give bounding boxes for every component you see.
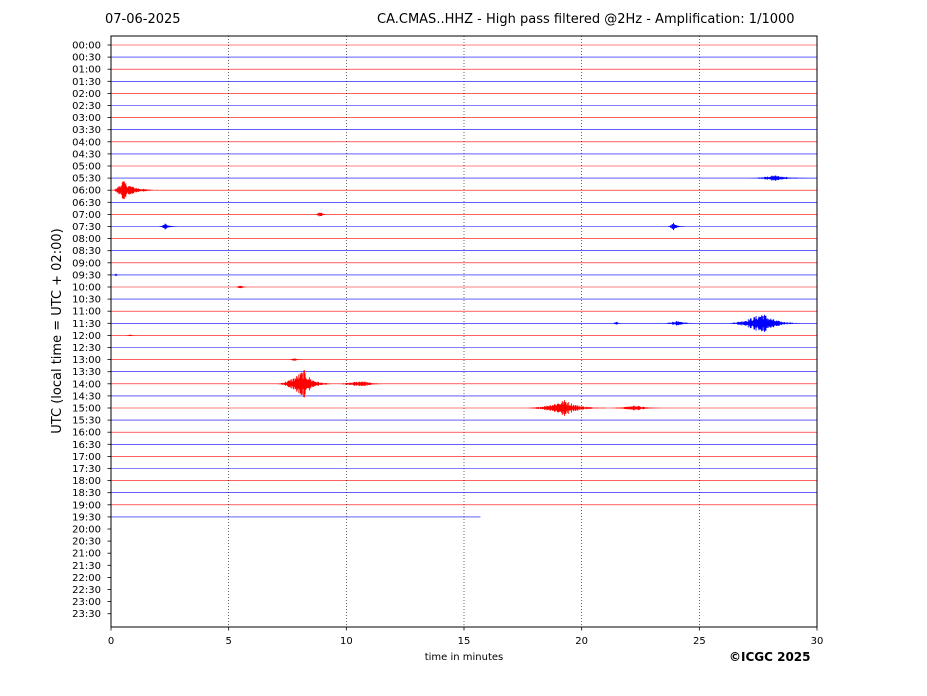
- y-tick-label-1430: 14:30: [72, 391, 101, 402]
- y-tick-label-0430: 04:30: [72, 149, 101, 160]
- y-tick-label-2000: 20:00: [72, 525, 101, 536]
- event-0600-1: [111, 181, 159, 200]
- event-1300-11: [287, 358, 305, 361]
- y-tick-label-0500: 05:00: [72, 162, 101, 173]
- event-1000-6: [235, 285, 248, 289]
- y-tick-label-1700: 17:00: [72, 452, 101, 463]
- y-tick-label-0800: 08:00: [72, 234, 101, 245]
- event-1130-7: [610, 321, 624, 325]
- y-tick-label-1630: 16:30: [72, 440, 101, 451]
- y-tick-label-0030: 00:30: [72, 53, 101, 64]
- y-tick-label-0900: 09:00: [72, 258, 101, 269]
- x-tick-label-15: 15: [458, 636, 471, 647]
- event-0730-3: [158, 223, 177, 230]
- copyright-notice: ©ICGC 2025: [729, 650, 811, 664]
- y-tick-label-0000: 00:00: [72, 41, 101, 52]
- vertical-gridlines: [228, 36, 700, 627]
- event-1400-13: [330, 381, 389, 387]
- y-tick-label-1000: 10:00: [72, 283, 101, 294]
- y-tick-label-1330: 13:30: [72, 367, 101, 378]
- plot-frame: [110, 35, 818, 628]
- y-tick-label-2300: 23:00: [72, 597, 101, 608]
- y-tick-label-1300: 13:00: [72, 355, 101, 366]
- x-tick-label-5: 5: [225, 636, 231, 647]
- event-0530-0: [747, 175, 817, 181]
- y-tick-label-0530: 05:30: [72, 174, 101, 185]
- y-tick-label-1900: 19:00: [72, 500, 101, 511]
- chart-title: CA.CMAS..HHZ - High pass filtered @2Hz -…: [377, 12, 795, 27]
- y-tick-label-1730: 17:30: [72, 464, 101, 475]
- event-1500-14: [523, 400, 606, 416]
- y-tick-label-2200: 22:00: [72, 573, 101, 584]
- x-tick-label-25: 25: [693, 636, 706, 647]
- y-tick-label-0100: 01:00: [72, 65, 101, 76]
- y-tick-label-1030: 10:30: [72, 295, 101, 306]
- event-0930-5: [111, 273, 121, 277]
- y-tick-label-1130: 11:30: [72, 319, 101, 330]
- y-tick-label-0300: 03:00: [72, 113, 101, 124]
- event-0730-4: [666, 222, 686, 231]
- y-tick-label-1230: 12:30: [72, 343, 101, 354]
- y-tick-label-2330: 23:30: [72, 609, 101, 620]
- y-tick-label-1100: 11:00: [72, 307, 101, 318]
- x-tick-label-0: 0: [108, 636, 114, 647]
- x-axis-label: time in minutes: [425, 652, 504, 663]
- trace-group: [111, 44, 817, 518]
- event-0700-2: [313, 212, 328, 217]
- y-tick-label-0400: 04:00: [72, 137, 101, 148]
- y-tick-label-1930: 19:30: [72, 512, 101, 523]
- event-1200-10: [125, 334, 137, 337]
- y-tick-label-0730: 07:30: [72, 222, 101, 233]
- y-tick-label-1200: 12:00: [72, 331, 101, 342]
- y-tick-label-0830: 08:30: [72, 246, 101, 257]
- y-tick-label-0230: 02:30: [72, 101, 101, 112]
- y-tick-label-1400: 14:00: [72, 379, 101, 390]
- y-tick-label-0130: 01:30: [72, 77, 101, 88]
- event-1500-15: [606, 405, 665, 411]
- x-axis-ticks: 0 5 10 15 20 25 30: [108, 627, 824, 647]
- x-tick-label-30: 30: [811, 636, 824, 647]
- y-tick-label-2230: 22:30: [72, 585, 101, 596]
- y-tick-label-2100: 21:00: [72, 549, 101, 560]
- y-axis-label: UTC (local time = UTC + 02:00): [50, 228, 65, 433]
- y-axis-ticks: 00:0000:3001:0001:3002:0002:3003:0003:30…: [72, 41, 111, 620]
- y-tick-label-0600: 06:00: [72, 186, 101, 197]
- y-tick-label-0630: 06:30: [72, 198, 101, 209]
- event-1130-8: [660, 321, 707, 326]
- y-tick-label-1800: 18:00: [72, 476, 101, 487]
- y-tick-label-1600: 16:00: [72, 428, 101, 439]
- x-tick-label-20: 20: [575, 636, 588, 647]
- x-tick-label-10: 10: [340, 636, 353, 647]
- y-tick-label-1830: 18:30: [72, 488, 101, 499]
- y-tick-label-0330: 03:30: [72, 125, 101, 136]
- y-tick-label-0930: 09:30: [72, 270, 101, 281]
- chart-date: 07-06-2025: [105, 12, 181, 27]
- event-1400-12: [274, 370, 331, 398]
- y-tick-label-0200: 02:00: [72, 89, 101, 100]
- y-tick-label-1530: 15:30: [72, 416, 101, 427]
- event-1130-9: [723, 314, 801, 332]
- y-tick-label-2130: 21:30: [72, 561, 101, 572]
- y-tick-label-1500: 15:00: [72, 404, 101, 415]
- y-tick-label-0700: 07:00: [72, 210, 101, 221]
- y-tick-label-2030: 20:30: [72, 537, 101, 548]
